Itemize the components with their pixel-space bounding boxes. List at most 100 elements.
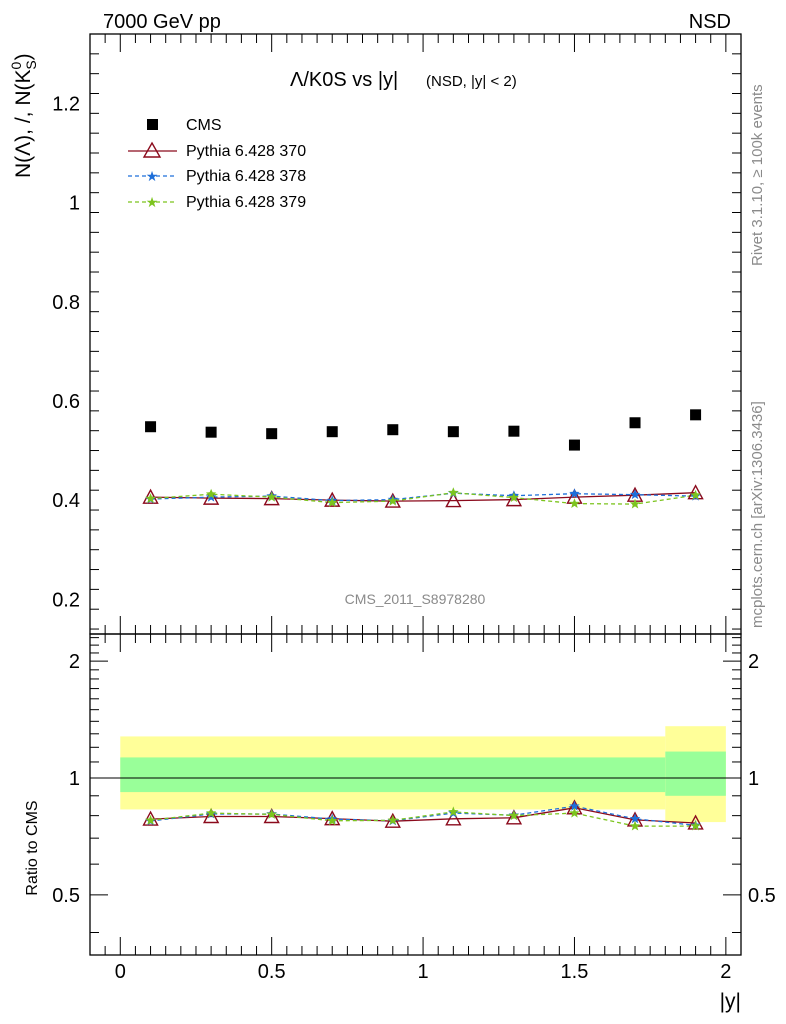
ratio-axis-ticks [90, 634, 741, 955]
legend-cms-marker [147, 119, 158, 130]
ratio-panel: 0.5 0.5 1 1 2 2 Ratio to CMS 0 0.5 1 1.5 2 |y| [24, 633, 776, 1013]
x-tick-label: 2 [720, 961, 731, 983]
ratio-p379-point [508, 810, 520, 821]
ratio-p370-point [142, 810, 159, 826]
p370-data-point [142, 488, 159, 504]
ratio-band-inner [120, 757, 666, 793]
p379-data-point [629, 498, 641, 509]
ratio-p379-point [569, 807, 580, 818]
cms-data-point [508, 425, 520, 437]
rivet-credit: Rivet 3.1.10, ≥ 100k events [749, 84, 766, 266]
legend-p370-marker [142, 141, 162, 158]
analysis-watermark: CMS_2011_S8978280 [345, 591, 486, 607]
p379-data-point [690, 489, 701, 500]
p370-data-point [263, 490, 280, 506]
ratio-series-layer [142, 799, 704, 831]
ratio-plot-frame [89, 633, 742, 956]
x-tick-label: 1 [418, 961, 429, 983]
legend-cms-label: CMS [186, 117, 222, 134]
ratio-p379-point [145, 814, 156, 825]
ratio-y-tick-label-right: 1 [748, 768, 759, 790]
p379-data-point [569, 498, 580, 508]
ratio-series-line-2 [150, 811, 696, 827]
cms-data-point [145, 421, 157, 433]
ratio-y-tick-label-right: 0.5 [748, 885, 776, 907]
legend: CMS Pythia 6.428 370 ★ Pythia 6.428 378 … [128, 117, 306, 211]
x-tick-label: 1.5 [561, 961, 589, 983]
main-series-layer [142, 409, 704, 509]
energy-label: 7000 GeV pp [103, 11, 221, 33]
p379-data-point [448, 487, 459, 498]
p378-data-point [205, 491, 217, 502]
ratio-p379-point [327, 815, 338, 826]
p370-data-point [445, 492, 462, 508]
main-panel: 0.2 0.4 0.6 0.8 1 1.2 Λ/K0S vs |y| (NSD, |y| … [8, 33, 742, 635]
ratio-p378-point [629, 813, 641, 824]
ratio-p379-point [448, 806, 459, 817]
legend-p378-marker: ★ [146, 168, 159, 184]
main-y-tick-label: 1 [69, 193, 80, 215]
cms-data-point [387, 424, 399, 436]
main-y-tick-label: 0.4 [52, 490, 80, 512]
plot-subtitle: (NSD, |y| < 2) [426, 73, 517, 90]
mcplots-credit: mcplots.cern.ch [arXiv:1306.3436] [749, 401, 766, 628]
cms-data-point [629, 417, 641, 429]
x-tick-label: 0 [115, 961, 126, 983]
ratio-y-axis-label: Ratio to CMS [24, 800, 41, 895]
ratio-y-tick-label: 2 [69, 651, 80, 673]
process-label: NSD [689, 11, 731, 33]
cms-data-point [326, 426, 338, 438]
ratio-series-line-0 [150, 807, 696, 824]
ratio-p370-point [384, 812, 401, 828]
ratio-band-inner [665, 751, 726, 796]
x-tick-label: 0.5 [258, 961, 286, 983]
p379-data-point [205, 488, 217, 499]
ratio-p379-point [629, 820, 641, 831]
ratio-p370-point [263, 808, 280, 824]
ratio-p379-point [205, 807, 217, 818]
ratio-y-tick-label-right: 2 [748, 651, 759, 673]
ratio-p370-point [445, 810, 462, 826]
p370-data-point [687, 484, 704, 500]
p379-data-point [508, 492, 520, 503]
main-axis-ticks [90, 33, 741, 634]
p370-data-point [202, 489, 220, 505]
p370-data-point [505, 491, 523, 507]
ratio-uncertainty-bands [120, 726, 726, 823]
x-axis-label: |y| [720, 990, 741, 1013]
ratio-p378-point [569, 800, 580, 811]
p378-data-point [569, 488, 580, 499]
p378-data-point [629, 489, 641, 500]
ratio-p370-point [687, 814, 704, 830]
p379-data-point [266, 491, 277, 502]
main-y-tick-label: 0.6 [52, 391, 80, 413]
ratio-y-tick-labels: 0.5 0.5 1 1 2 2 [52, 651, 776, 907]
cms-data-point [447, 426, 459, 438]
ratio-y-tick-label: 1 [69, 768, 80, 790]
cms-data-point [690, 409, 702, 421]
p379-data-point [327, 497, 338, 507]
plot-title: Λ/K0S vs |y| [290, 69, 398, 91]
legend-p379-marker: ★ [146, 194, 159, 210]
x-tick-labels: 0 0.5 1 1.5 2 [115, 961, 732, 983]
cms-data-point [205, 426, 217, 438]
legend-p370-label: Pythia 6.428 370 [186, 143, 306, 160]
main-y-tick-label: 0.2 [52, 589, 80, 611]
cms-data-point [266, 428, 278, 440]
y-axis-label: N(Λ), /, N(K0S) [8, 53, 39, 178]
ratio-p379-point [266, 808, 277, 819]
main-y-tick-label: 1.2 [52, 93, 80, 115]
p379-data-point [387, 495, 398, 506]
ratio-p379-point [387, 814, 398, 825]
main-y-tick-labels: 0.2 0.4 0.6 0.8 1 1.2 [52, 93, 80, 611]
ratio-p379-point [690, 820, 701, 831]
legend-p378-label: Pythia 6.428 378 [186, 168, 306, 185]
legend-p379-label: Pythia 6.428 379 [186, 194, 306, 211]
ratio-y-tick-label: 0.5 [52, 885, 80, 907]
main-series-line-3 [150, 492, 696, 505]
main-y-tick-label: 0.8 [52, 292, 80, 314]
cms-data-point [568, 439, 580, 451]
main-series-line-1 [150, 492, 696, 502]
ratio-p370-point [505, 809, 523, 825]
